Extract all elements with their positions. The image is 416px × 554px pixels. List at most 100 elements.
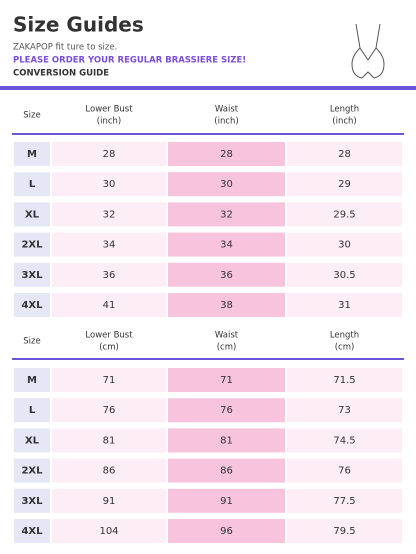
column-header: (inch) <box>214 117 238 127</box>
cell-bg <box>287 519 402 543</box>
cell-value: 32 <box>103 209 116 220</box>
cell-bg <box>52 202 166 227</box>
cell-bg <box>168 172 285 197</box>
cell-bg <box>287 488 402 513</box>
size-label: 4XL <box>21 300 43 311</box>
cell-bg <box>52 519 166 543</box>
cell-bg <box>287 232 402 257</box>
cell-value: 73 <box>338 405 351 416</box>
cell-value: 91 <box>220 496 233 507</box>
cell-value: 76 <box>103 405 116 416</box>
column-header: Size <box>23 111 40 121</box>
section-label: CONVERSION GUIDE <box>13 69 109 79</box>
cell-bg <box>287 293 402 317</box>
header-rule <box>12 358 404 360</box>
cell-bg <box>287 202 402 227</box>
size-label: XL <box>25 435 40 446</box>
cell-value: 74.5 <box>333 435 355 446</box>
header-rule <box>12 133 404 135</box>
divider <box>0 86 416 90</box>
cell-bg <box>168 488 285 513</box>
cell-bg <box>168 232 285 257</box>
cell-bg <box>14 262 50 287</box>
cell-bg <box>287 398 402 423</box>
cell-bg <box>14 519 50 543</box>
cell-bg <box>14 488 50 513</box>
title: Size Guides <box>13 13 144 37</box>
cell-value: 104 <box>99 526 118 537</box>
cell-value: 30 <box>220 179 233 190</box>
size-label: M <box>27 149 37 160</box>
cell-value: 96 <box>220 526 233 537</box>
cell-value: 30.5 <box>333 270 355 281</box>
cell-bg <box>14 428 50 453</box>
cell-value: 81 <box>103 435 116 446</box>
cell-bg <box>52 458 166 483</box>
cell-bg <box>168 519 285 543</box>
cell-bg <box>287 428 402 453</box>
cell-bg <box>168 368 285 392</box>
cell-value: 86 <box>103 466 116 477</box>
cell-bg <box>52 293 166 317</box>
size-label: L <box>29 405 36 416</box>
cell-value: 76 <box>220 405 233 416</box>
cell-bg <box>14 293 50 317</box>
cell-bg <box>168 293 285 317</box>
column-header: (cm) <box>335 343 355 353</box>
cell-bg <box>168 398 285 423</box>
cell-value: 31 <box>338 300 351 311</box>
size-label: 4XL <box>21 526 43 537</box>
cell-bg <box>52 232 166 257</box>
cell-bg <box>14 232 50 257</box>
cell-value: 36 <box>220 270 233 281</box>
cell-value: 28 <box>338 149 351 160</box>
cell-bg <box>14 202 50 227</box>
size-label: M <box>27 375 37 386</box>
bodysuit-icon <box>351 23 385 79</box>
column-header: Size <box>23 337 40 347</box>
cell-bg <box>168 428 285 453</box>
cell-bg <box>14 458 50 483</box>
cell-value: 28 <box>103 149 116 160</box>
column-header: (cm) <box>99 343 119 353</box>
column-header: Waist <box>215 105 239 115</box>
cell-value: 36 <box>103 270 116 281</box>
column-header: Lower Bust <box>85 105 133 115</box>
cell-value: 77.5 <box>333 496 355 507</box>
cell-value: 34 <box>103 240 116 251</box>
cell-bg <box>287 368 402 392</box>
column-header: (inch) <box>332 117 356 127</box>
size-label: 2XL <box>21 466 43 477</box>
cell-bg <box>287 172 402 197</box>
cell-bg <box>52 172 166 197</box>
cell-value: 28 <box>220 149 233 160</box>
cell-bg <box>52 428 166 453</box>
size-label: XL <box>25 209 40 220</box>
cell-bg <box>168 262 285 287</box>
cell-value: 76 <box>338 466 351 477</box>
column-header: (inch) <box>97 117 121 127</box>
cell-bg <box>52 262 166 287</box>
size-label: 3XL <box>21 270 43 281</box>
cell-value: 81 <box>220 435 233 446</box>
column-header: Lower Bust <box>85 331 133 341</box>
cell-value: 29 <box>338 179 351 190</box>
cell-value: 38 <box>220 300 233 311</box>
size-label: L <box>29 179 36 190</box>
cell-value: 71 <box>220 375 233 386</box>
notice: PLEASE ORDER YOUR REGULAR BRASSIERE SIZE… <box>13 56 246 66</box>
cell-value: 41 <box>103 300 116 311</box>
cell-value: 91 <box>103 496 116 507</box>
cell-value: 71.5 <box>333 375 355 386</box>
cell-value: 29.5 <box>333 209 355 220</box>
cell-bg <box>14 398 50 423</box>
cell-bg <box>52 398 166 423</box>
cell-bg <box>287 142 402 166</box>
cell-bg <box>287 262 402 287</box>
cell-bg <box>287 458 402 483</box>
cell-bg <box>52 142 166 166</box>
size-label: 2XL <box>21 240 43 251</box>
cell-value: 71 <box>103 375 116 386</box>
